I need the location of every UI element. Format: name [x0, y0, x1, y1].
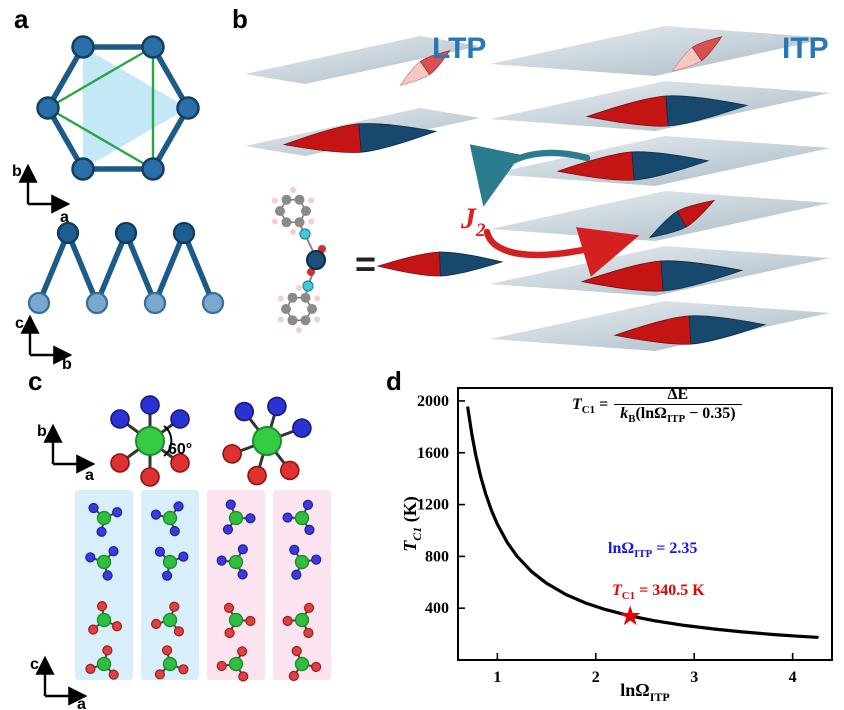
- crystal-plane: [490, 191, 830, 241]
- carbon-ring-bottom: [277, 280, 321, 333]
- tc1-curve: [466, 406, 819, 639]
- axes-top: b a: [37, 423, 96, 484]
- axis-b-label: b: [37, 423, 47, 440]
- axis-b-label: b: [12, 163, 22, 180]
- x-tick-label: 3: [690, 669, 698, 686]
- zigzag-bonds: [36, 230, 216, 306]
- axis-a2-label: a: [77, 696, 86, 710]
- panel-b-phase-diagram: LTP: [245, 26, 830, 351]
- y-tick-label: 400: [425, 600, 449, 617]
- filled-triangle: [83, 47, 188, 169]
- axis-c-label: c: [30, 656, 39, 673]
- hexagon-lattice-top-view: [36, 35, 200, 181]
- x-tick-label: 2: [592, 669, 600, 686]
- x-tick-label: 4: [789, 669, 797, 686]
- coupling-arrow-out: [483, 227, 640, 277]
- panel-label-d: d: [386, 366, 402, 396]
- zigzag-bottom-atoms: [27, 291, 225, 315]
- axis-a-label: a: [85, 467, 94, 484]
- carbon-ring-top: [271, 187, 315, 240]
- itp-label: ITP: [782, 32, 829, 65]
- y-tick-label: 2000: [417, 393, 449, 410]
- axes-bottom: c a: [30, 655, 88, 710]
- axes-side-view: c b: [15, 314, 73, 370]
- annotation-tc1: TC1 = 340.5 K: [612, 582, 705, 603]
- dipole-definition-arrow: [377, 249, 503, 279]
- panel-c-molecule-diagram: 60° b a: [30, 385, 331, 710]
- ltp-label: LTP: [432, 32, 486, 65]
- panel-label-b: b: [232, 4, 248, 34]
- crystal-plane: [490, 26, 830, 76]
- nitrogen-atom: [299, 228, 311, 240]
- itp-layer-stack: [490, 26, 830, 351]
- column-highlight-pink: [273, 490, 331, 680]
- crystal-plane: [245, 36, 480, 84]
- formula-numerator: ΔE: [667, 386, 689, 403]
- metal-atom: [306, 250, 326, 270]
- column-highlight-blue: [141, 490, 199, 680]
- tc1-formula: TC1 = ΔE kB(lnΩITP − 0.35): [572, 386, 742, 426]
- annotation-ln-omega: lnΩITP = 2.35: [608, 540, 698, 561]
- formula-denominator: kB(lnΩITP − 0.35): [614, 404, 742, 426]
- y-tick-label: 800: [425, 548, 449, 565]
- green-triangle: [45, 44, 155, 172]
- molecule-cluster: [271, 187, 326, 333]
- x-tick-label: 1: [493, 669, 501, 686]
- y-axis-label: TC1 (K): [400, 496, 424, 552]
- oxygen-atom: [307, 268, 315, 276]
- orientation-columns: [75, 490, 331, 684]
- panel-label-c: c: [28, 366, 43, 396]
- y-tick-label: 1200: [417, 497, 449, 514]
- panel-a-lattice-diagram: b a: [12, 35, 225, 370]
- octahedron-molecule-right: [215, 385, 319, 497]
- axis-c-label: c: [15, 315, 24, 332]
- zigzag-top-atoms: [56, 221, 196, 245]
- equals-sign: =: [355, 243, 376, 284]
- panel-d-chart: 1 2 3 4 400 800 1200 1600 2000 ★ TC1 (K) lnΩITP: [400, 387, 833, 704]
- axes-top-view: b a: [12, 163, 71, 226]
- column-highlight-pink: [207, 490, 265, 680]
- y-tick-label: 1600: [417, 445, 449, 462]
- j2-label: J2: [460, 202, 486, 241]
- chart-frame: [457, 387, 833, 661]
- x-axis-ticks: 1 2 3 4: [493, 653, 797, 686]
- zigzag-side-view: [27, 221, 225, 315]
- ltp-layer-stack: [245, 36, 480, 160]
- angle-label: 60°: [168, 441, 192, 458]
- y-axis-ticks: 400 800 1200 1600 2000: [417, 393, 465, 617]
- star-marker: ★: [618, 601, 642, 631]
- x-axis-label: lnΩITP: [620, 680, 669, 704]
- nitrogen-atom: [302, 280, 314, 292]
- axis-b2-label: b: [62, 356, 72, 370]
- panel-label-a: a: [14, 4, 29, 34]
- coupling-arrow-in: [469, 144, 591, 207]
- lattice-nodes: [36, 35, 200, 181]
- angle-arc: [163, 425, 173, 457]
- axis-a-label: a: [60, 209, 69, 226]
